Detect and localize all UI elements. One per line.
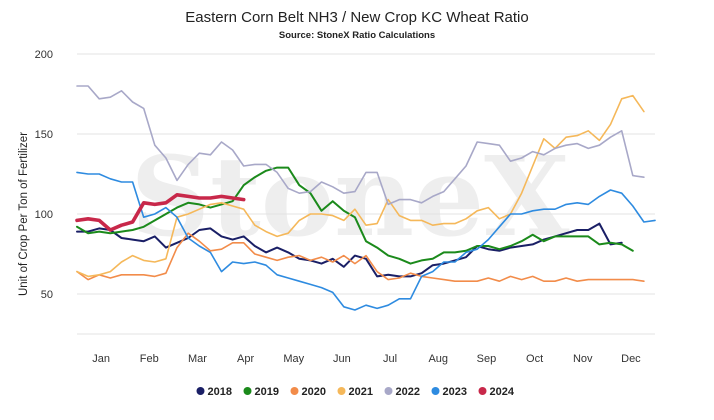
legend-item-2023[interactable]: 2023 (431, 386, 467, 398)
legend-item-2022[interactable]: 2022 (384, 386, 420, 398)
series-line-2021 (76, 94, 645, 278)
legend-item-2018[interactable]: 2018 (196, 386, 232, 398)
series-lines (75, 85, 656, 311)
y-tick-label: 150 (35, 129, 53, 141)
legend-marker-2022 (384, 387, 393, 395)
legend: 2018 2019 2020 2021 2022 2023 2024 (196, 386, 515, 398)
series-line-2019 (76, 166, 634, 265)
x-tick-label-oct: Oct (526, 353, 543, 365)
series-line-2022 (76, 85, 645, 206)
legend-item-2020[interactable]: 2020 (290, 386, 326, 398)
series-line-2023 (76, 171, 656, 311)
x-tick-label-jul: Jul (383, 353, 397, 365)
legend-label-2020: 2020 (302, 386, 326, 398)
x-tick-label-may: May (283, 353, 304, 365)
chart-title: Eastern Corn Belt NH3 / New Crop KC Whea… (185, 9, 528, 26)
legend-marker-2024 (478, 387, 487, 395)
y-tick-label: 100 (35, 209, 53, 221)
legend-label-2024: 2024 (490, 386, 515, 398)
legend-marker-2021 (337, 387, 346, 395)
legend-label-2021: 2021 (349, 386, 373, 398)
legend-marker-2018 (196, 387, 205, 395)
legend-label-2018: 2018 (208, 386, 232, 398)
x-tick-label-mar: Mar (188, 353, 207, 365)
x-tick-label-jan: Jan (92, 353, 110, 365)
series-line-2020 (76, 232, 645, 282)
legend-marker-2019 (243, 387, 252, 395)
legend-marker-2020 (290, 387, 299, 395)
x-tick-label-apr: Apr (237, 353, 254, 365)
legend-item-2024[interactable]: 2024 (478, 386, 515, 398)
legend-item-2019[interactable]: 2019 (243, 386, 279, 398)
x-tick-label-sep: Sep (477, 353, 497, 365)
x-tick-label-jun: Jun (333, 353, 351, 365)
y-axis: 50 100 150 200 (35, 49, 53, 301)
x-axis: Jan Feb Mar Apr May Jun Jul Aug Sep Oct Nov Dec (92, 353, 641, 365)
legend-label-2022: 2022 (396, 386, 420, 398)
legend-label-2023: 2023 (443, 386, 467, 398)
chart-subtitle: Source: StoneX Ratio Calculations (279, 30, 435, 41)
y-tick-label: 50 (41, 289, 53, 301)
series-line-2018 (76, 222, 623, 278)
legend-item-2021[interactable]: 2021 (337, 386, 373, 398)
x-tick-label-dec: Dec (621, 353, 641, 365)
x-tick-label-aug: Aug (428, 353, 448, 365)
y-tick-label: 200 (35, 49, 53, 61)
y-axis-label: Unit of Crop Per Ton of Fertilizer (18, 132, 30, 296)
legend-label-2019: 2019 (255, 386, 279, 398)
x-tick-label-nov: Nov (573, 353, 593, 365)
x-tick-label-feb: Feb (140, 353, 159, 365)
legend-marker-2023 (431, 387, 440, 395)
series-line-2024 (75, 193, 246, 232)
